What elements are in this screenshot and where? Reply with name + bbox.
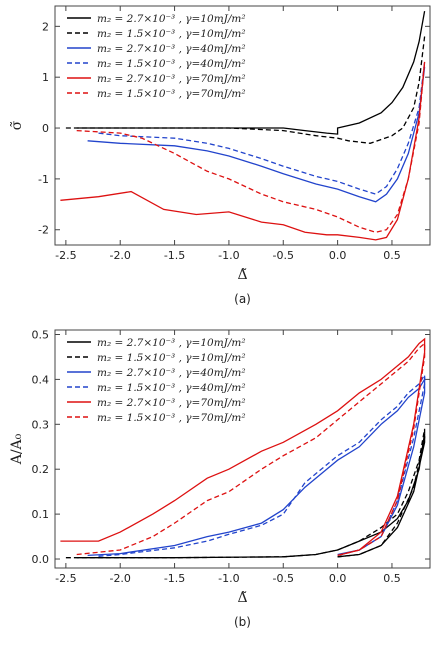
series-line-4 <box>98 372 426 557</box>
x-tick-label: -2.0 <box>109 572 130 585</box>
legend-entry: m₂ = 1.5×10⁻³ , γ=40mJ/m² <box>97 382 246 394</box>
y-tick-label: 0.3 <box>32 418 50 431</box>
panel-caption-b: (b) <box>234 615 251 629</box>
x-tick-label: -1.5 <box>164 572 185 585</box>
y-tick-label: 0.5 <box>32 328 50 341</box>
x-axis-label-b: Δ̃ <box>237 590 247 606</box>
y-tick-label: 0 <box>42 122 49 135</box>
panel-caption-a: (a) <box>234 292 251 306</box>
x-tick-label: -0.5 <box>273 249 294 262</box>
x-tick-label: -1.5 <box>164 249 185 262</box>
x-tick-label: -1.0 <box>218 249 239 262</box>
series-line-4 <box>98 61 426 195</box>
x-tick-label: 0.5 <box>383 249 401 262</box>
series-line-2 <box>65 428 426 559</box>
y-tick-label: 0.1 <box>32 508 50 521</box>
series-line-6 <box>76 61 426 233</box>
series-line-5 <box>60 61 426 241</box>
legend-entry: m₂ = 1.5×10⁻³ , γ=10mJ/m² <box>97 28 246 40</box>
y-tick-label: 1 <box>42 71 49 84</box>
panel-a: -2.5 -2.0 -1.5 -1.0 -0.5 0.0 0.5 -2 -1 0 1 2 m₂ = 2… <box>9 5 431 306</box>
x-tick-label: 0.5 <box>383 572 401 585</box>
y-tick-label: 2 <box>42 20 49 33</box>
legend-entry: m₂ = 1.5×10⁻³ , γ=70mJ/m² <box>97 412 246 424</box>
x-tick-label: -1.0 <box>218 572 239 585</box>
x-axis-label-a: Δ̃ <box>237 267 247 283</box>
legend-entry: m₂ = 2.7×10⁻³ , γ=70mJ/m² <box>97 397 246 409</box>
series-line-5 <box>60 337 426 557</box>
y-axis-label-a: σ̃ <box>9 120 25 130</box>
series-line-6 <box>76 342 426 557</box>
x-tick-label: 0.0 <box>329 249 347 262</box>
series-line-3 <box>87 66 426 203</box>
legend-entry: m₂ = 2.7×10⁻³ , γ=40mJ/m² <box>97 43 246 55</box>
legend-entry: m₂ = 1.5×10⁻³ , γ=40mJ/m² <box>97 58 246 70</box>
legend-entry: m₂ = 2.7×10⁻³ , γ=40mJ/m² <box>97 367 246 379</box>
x-tick-label: 0.0 <box>329 572 347 585</box>
legend-entry: m₂ = 2.7×10⁻³ , γ=70mJ/m² <box>97 73 246 85</box>
y-axis-label-b: A/A₀ <box>9 433 25 465</box>
x-tick-label: -2.5 <box>55 249 76 262</box>
x-tick-label: -2.5 <box>55 572 76 585</box>
y-tick-label: 0.2 <box>32 463 50 476</box>
y-tick-label: 0.0 <box>32 553 50 566</box>
y-tick-label: -1 <box>38 173 49 186</box>
series-line-1 <box>76 10 426 135</box>
series-line-2 <box>65 36 426 144</box>
series-line-3 <box>87 377 426 557</box>
x-tick-label: -2.0 <box>109 249 130 262</box>
legend-entry: m₂ = 2.7×10⁻³ , γ=10mJ/m² <box>97 13 246 25</box>
panel-b: -2.5 -2.0 -1.5 -1.0 -0.5 0.0 0.5 0.0 0.1 0.2 0.3 0.… <box>9 328 431 629</box>
legend-entry: m₂ = 2.7×10⁻³ , γ=10mJ/m² <box>97 337 246 349</box>
y-tick-label: -2 <box>38 224 49 237</box>
x-tick-label: -0.5 <box>273 572 294 585</box>
legend-entry: m₂ = 1.5×10⁻³ , γ=70mJ/m² <box>97 88 246 100</box>
legend-entry: m₂ = 1.5×10⁻³ , γ=10mJ/m² <box>97 352 246 364</box>
plot-frame-a <box>54 5 431 246</box>
plot-frame-b <box>54 329 431 569</box>
y-tick-label: 0.4 <box>32 373 50 386</box>
